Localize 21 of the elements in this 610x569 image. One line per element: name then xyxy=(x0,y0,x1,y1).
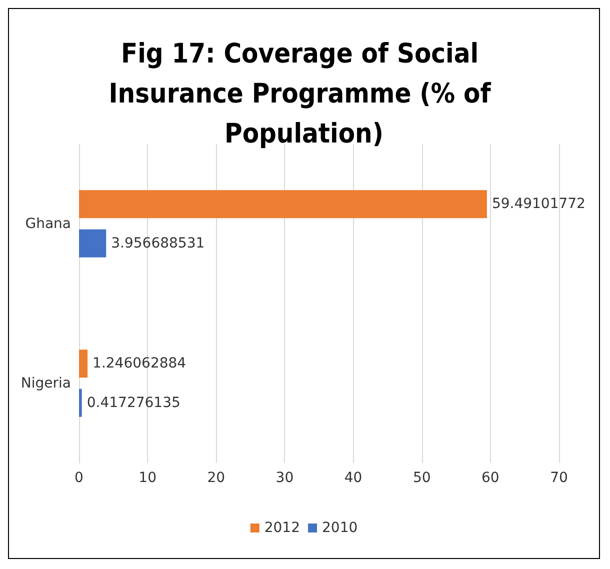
legend-label: 2012 xyxy=(264,520,300,536)
x-tick-label: 40 xyxy=(344,470,362,486)
x-tick-label: 0 xyxy=(74,470,84,486)
x-tick-label: 10 xyxy=(138,470,156,486)
bar xyxy=(79,229,106,258)
data-label: 1.246062884 xyxy=(92,356,186,372)
bar xyxy=(79,350,88,378)
x-tick-label: 50 xyxy=(412,470,431,486)
y-tick-label: Ghana xyxy=(25,216,71,232)
bar xyxy=(79,190,487,218)
x-tick-label: 30 xyxy=(276,470,294,486)
data-label: 59.49101772 xyxy=(492,196,586,212)
data-label: 0.417276135 xyxy=(86,394,180,411)
y-tick-label: Nigeria xyxy=(20,375,71,392)
chart-title: Fig 17: Coverage of Social Insurance Programme (% of Population) xyxy=(108,38,500,150)
x-tick-label: 70 xyxy=(550,470,568,486)
legend-label: 2010 xyxy=(322,520,358,536)
x-tick-label: 60 xyxy=(482,470,500,486)
data-label: 3.956688531 xyxy=(111,235,205,252)
x-tick-label: 20 xyxy=(207,470,226,486)
bar xyxy=(79,388,82,417)
